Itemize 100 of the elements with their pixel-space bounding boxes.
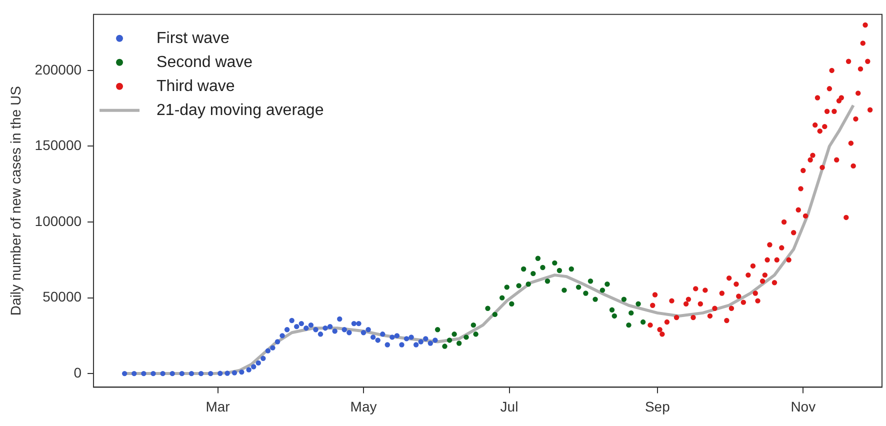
x-tick-label: Jul [500,398,518,414]
legend-label: First wave [156,30,230,47]
point [122,370,128,376]
point [408,334,414,340]
point [260,356,266,362]
point [516,283,522,288]
point [289,318,294,324]
point [337,316,342,322]
point [576,284,582,290]
point [530,270,536,276]
point [208,370,214,376]
point [356,320,362,326]
point [535,256,541,261]
point [360,330,366,336]
point [626,322,632,328]
point [456,340,462,346]
point [446,338,452,343]
point [552,260,558,266]
point [432,338,438,343]
point [239,369,244,375]
point [342,327,347,332]
y-tick-label: 150000 [34,137,82,154]
x-tick-label: Mar [206,398,230,414]
point [452,332,457,337]
point [375,338,380,343]
point [404,336,410,342]
y-axis-title: Daily number of new cases in the US [7,86,24,316]
point [160,370,166,376]
legend-label: Second wave [156,54,253,71]
point [370,334,376,340]
y-tick-label: 200000 [34,61,82,78]
point [298,320,304,326]
point [473,332,478,337]
point [313,327,318,332]
y-tick-label: 50000 [42,288,82,305]
point [318,332,324,337]
point [509,301,514,306]
point [188,370,194,376]
point [384,342,390,348]
point [256,360,261,366]
point [592,296,598,302]
point [280,333,285,338]
point [418,339,424,344]
point [346,330,352,336]
point [251,364,256,370]
point [604,282,610,287]
point [628,310,634,316]
point [562,288,567,293]
point [179,370,185,376]
point [170,370,175,376]
point [521,266,526,272]
point [232,370,238,376]
point [351,320,357,326]
point [380,332,386,337]
point [150,370,156,376]
point [621,296,627,302]
point [434,327,440,332]
point [640,319,646,325]
point [540,264,546,270]
point [399,342,404,348]
point [612,313,617,319]
point [322,326,328,331]
point [609,307,615,313]
point [485,306,490,311]
point [526,282,531,287]
point [413,342,419,348]
point [141,370,146,376]
point [218,370,223,376]
point [544,278,550,284]
point [390,334,395,340]
point [568,266,574,272]
point [464,334,469,340]
point [332,328,338,334]
point [327,324,333,330]
point [428,340,434,346]
point [308,322,314,328]
point [366,327,371,332]
point [636,301,641,306]
point [492,312,498,318]
legend-label: Third wave [156,78,235,95]
point [442,344,448,349]
legend-label: 21-day moving average [156,102,324,119]
point [423,336,428,342]
point [499,295,505,300]
point [304,326,309,331]
point [588,278,594,284]
point [504,284,510,290]
point [394,333,400,338]
point [224,370,230,376]
x-tick-label: Nov [790,398,816,414]
point [132,370,137,376]
y-tick-label: 0 [74,364,82,380]
point [246,367,252,372]
point [470,322,476,328]
point [600,288,606,293]
point [556,268,562,274]
point [294,324,300,330]
point [274,339,280,344]
point [583,290,588,296]
point [265,348,271,354]
